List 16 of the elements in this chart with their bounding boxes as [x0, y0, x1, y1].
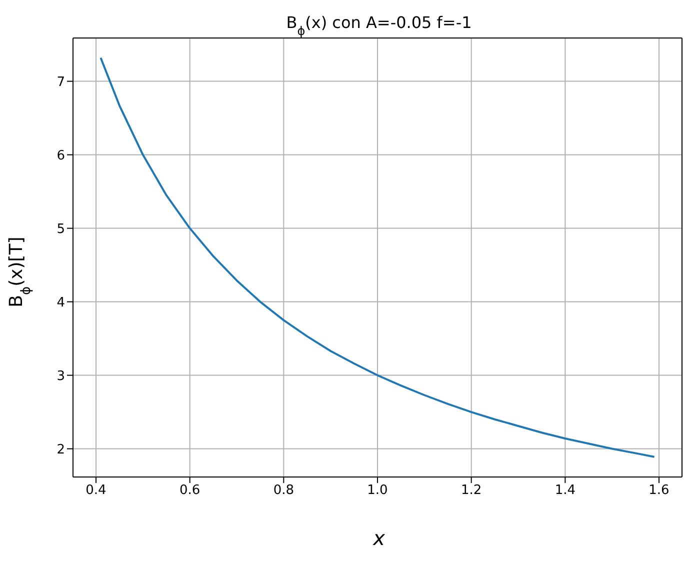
line-series	[100, 56, 656, 458]
y-tick-label: 7	[56, 74, 65, 90]
x-tick-label: 1.6	[648, 483, 670, 498]
y-tick-label: 5	[56, 222, 65, 237]
x-tick-label: 1.4	[554, 483, 576, 498]
x-tick-label: 1.0	[367, 483, 388, 498]
chart-title: B$_{ϕ}$(x) con A=-0.05 f=-1	[286, 13, 472, 38]
x-tick-label: 1.2	[460, 483, 482, 498]
x-tick-label: 0.4	[86, 483, 106, 498]
y-tick-label: 6	[56, 148, 65, 164]
x-axis-title: x	[372, 526, 386, 550]
y-tick-label: 2	[56, 442, 65, 458]
y-tick-label: 4	[56, 295, 65, 310]
x-tick-label: 0.8	[273, 483, 294, 498]
x-tick-label: 0.6	[179, 483, 200, 498]
y-tick-label: 3	[56, 368, 65, 384]
